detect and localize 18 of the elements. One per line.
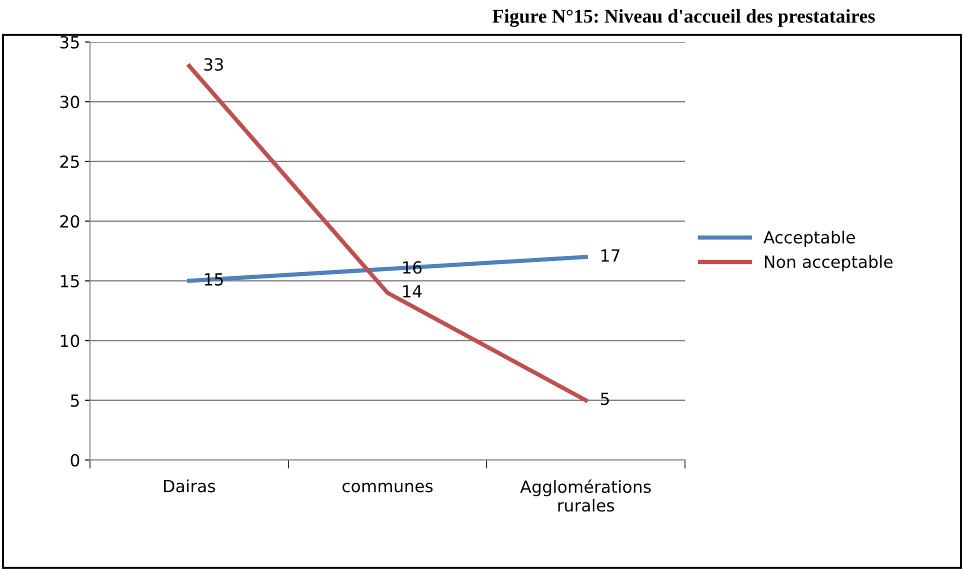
legend-label: Non acceptable [764, 255, 893, 272]
y-tick-label: 10 [60, 334, 80, 348]
y-tick-label: 5 [70, 394, 79, 407]
legend-label: Acceptable [763, 230, 855, 247]
chart-title: Figure N°15: Niveau d'accueil des prestataires [492, 9, 875, 27]
data-label: 17 [602, 249, 620, 262]
y-tick-label: 0 [70, 454, 80, 467]
x-tick-label: Agglomérations rurales [520, 479, 651, 512]
data-label: 14 [403, 285, 422, 298]
data-label: 5 [601, 392, 609, 406]
x-tick-label: Dairas [164, 479, 216, 492]
data-label: 33 [204, 58, 223, 71]
y-tick-label: 20 [60, 215, 80, 228]
x-tick-label: communes [342, 482, 433, 492]
y-tick-label: 30 [60, 96, 80, 108]
y-tick-label: 15 [60, 275, 79, 288]
y-tick-label: 25 [60, 155, 79, 168]
y-tick-label: 35 [60, 36, 79, 49]
